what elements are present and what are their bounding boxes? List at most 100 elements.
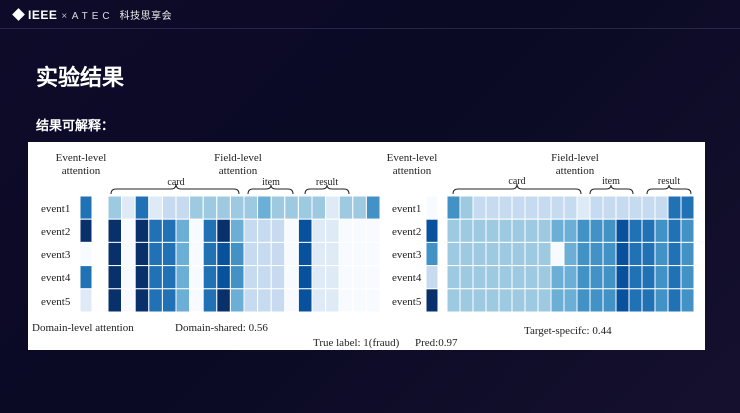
right-field-cell-r5-c6 — [511, 288, 526, 313]
left-field-cell-r2-c20 — [365, 218, 381, 243]
left-field-cell-r1-c17 — [325, 195, 340, 220]
left-group-result: result — [316, 177, 338, 188]
left-field-cell-r3-c15 — [297, 241, 313, 267]
right-field-cell-r1-c5 — [498, 195, 513, 220]
left-field-cell-r2-c4 — [148, 218, 163, 243]
right-field-cell-r5-c17 — [654, 288, 669, 313]
left-field-cell-r3-c18 — [338, 241, 354, 267]
right-field-cell-r2-c13 — [602, 218, 617, 243]
right-field-cell-r5-c19 — [680, 288, 695, 313]
left-field-cell-r5-c18 — [338, 288, 354, 313]
left-field-cell-r5-c10 — [229, 288, 245, 313]
right-field-cell-r4-c9 — [550, 265, 565, 290]
right-field-cell-r2-c16 — [641, 218, 656, 243]
left-field-cell-r1-c11 — [243, 195, 259, 220]
left-field-cell-r1-c4 — [148, 195, 163, 220]
right-field-cell-r3-c17 — [654, 241, 669, 267]
left-field-cell-r1-c5 — [161, 195, 177, 220]
left-field-cell-r5-c5 — [161, 288, 177, 313]
left-field-cell-r4-c1 — [107, 265, 123, 290]
left-field-cell-r2-c14 — [284, 218, 299, 243]
right-field-cell-r3-c15 — [628, 241, 643, 267]
left-field-cell-r5-c13 — [270, 288, 286, 313]
right-field-cell-r3-c1 — [446, 241, 461, 267]
left-field-cell-r5-c1 — [107, 288, 123, 313]
left-event-cell-4 — [79, 265, 93, 290]
left-field-cell-r4-c14 — [284, 265, 299, 290]
right-field-cell-r5-c4 — [485, 288, 500, 313]
right-field-cell-r1-c9 — [550, 195, 565, 220]
right-field-cell-r3-c18 — [667, 241, 682, 267]
attention-heatmap-svg: Event-level attention Field-level attent… — [32, 152, 695, 349]
left-field-cell-r3-c8 — [202, 241, 218, 267]
right-field-cell-r1-c8 — [537, 195, 552, 220]
left-field-cell-r1-c2 — [121, 195, 136, 220]
right-field-cell-r4-c2 — [459, 265, 474, 290]
left-field-cell-r2-c7 — [189, 218, 204, 243]
right-field-cell-r3-c19 — [680, 241, 695, 267]
right-field-cell-r2-c19 — [680, 218, 695, 243]
left-item-brace — [247, 184, 294, 195]
right-field-cell-r2-c4 — [485, 218, 500, 243]
right-group-card: card — [508, 176, 525, 187]
right-item-brace — [589, 184, 634, 195]
left-field-cell-r5-c16 — [311, 288, 327, 313]
left-field-cell-r3-c12 — [257, 241, 272, 267]
right-field-cell-r4-c8 — [537, 265, 552, 290]
right-result-brace — [646, 184, 692, 195]
right-field-cell-r2-c12 — [589, 218, 604, 243]
right-field-cell-r1-c6 — [511, 195, 526, 220]
left-field-header-line1: Field-level — [214, 152, 262, 164]
left-field-cell-r4-c7 — [189, 265, 204, 290]
left-field-cell-r4-c10 — [229, 265, 245, 290]
right-field-cell-r1-c1 — [446, 195, 461, 220]
right-field-cell-r4-c11 — [576, 265, 591, 290]
right-field-cell-r4-c16 — [641, 265, 656, 290]
left-field-cell-r1-c6 — [175, 195, 191, 220]
left-field-cell-r3-c14 — [284, 241, 299, 267]
true-label-text: True label: 1(fraud) — [313, 337, 400, 349]
right-field-cell-r5-c7 — [524, 288, 539, 313]
left-field-cell-r2-c10 — [229, 218, 245, 243]
right-field-cell-r2-c5 — [498, 218, 513, 243]
left-card-brace — [110, 183, 240, 195]
brand-ieee: IEEE — [28, 8, 58, 22]
left-field-cell-r3-c2 — [121, 241, 136, 267]
left-field-cell-r1-c9 — [216, 195, 231, 220]
right-field-cell-r2-c9 — [550, 218, 565, 243]
left-field-cell-r4-c13 — [270, 265, 286, 290]
left-field-cell-r4-c12 — [257, 265, 272, 290]
right-field-cell-r1-c13 — [602, 195, 617, 220]
right-field-cell-r4-c17 — [654, 265, 669, 290]
left-field-cell-r2-c8 — [202, 218, 218, 243]
right-field-cell-r2-c8 — [537, 218, 552, 243]
left-row-label-event4: event4 — [41, 272, 71, 284]
left-field-cell-r1-c20 — [365, 195, 381, 220]
right-field-cell-r1-c17 — [654, 195, 669, 220]
left-field-cell-r5-c14 — [284, 288, 299, 313]
brand-atec: ATEC — [71, 11, 114, 22]
right-field-cell-r5-c1 — [446, 288, 461, 313]
right-field-cell-r2-c17 — [654, 218, 669, 243]
left-field-cell-r3-c3 — [134, 241, 150, 267]
right-field-cell-r4-c1 — [446, 265, 461, 290]
left-field-cell-r4-c18 — [338, 265, 354, 290]
right-field-cell-r2-c7 — [524, 218, 539, 243]
right-event-cell-4 — [425, 265, 439, 290]
right-field-cell-r4-c4 — [485, 265, 500, 290]
right-field-cell-r4-c18 — [667, 265, 682, 290]
left-event-attention-column — [79, 195, 93, 313]
right-field-cell-r2-c18 — [667, 218, 682, 243]
left-field-cell-r2-c5 — [161, 218, 177, 243]
left-row-label-event5: event5 — [41, 296, 71, 308]
left-field-cell-r1-c12 — [257, 195, 272, 220]
left-field-cell-r4-c15 — [297, 265, 313, 290]
right-field-cell-r5-c15 — [628, 288, 643, 313]
left-field-cell-r3-c10 — [229, 241, 245, 267]
left-field-cell-r5-c3 — [134, 288, 150, 313]
left-field-cell-r4-c19 — [352, 265, 367, 290]
left-field-cell-r3-c16 — [311, 241, 327, 267]
right-field-cell-r4-c6 — [511, 265, 526, 290]
slide-subtitle: 结果可解释： — [36, 119, 115, 134]
header-divider — [0, 28, 740, 29]
